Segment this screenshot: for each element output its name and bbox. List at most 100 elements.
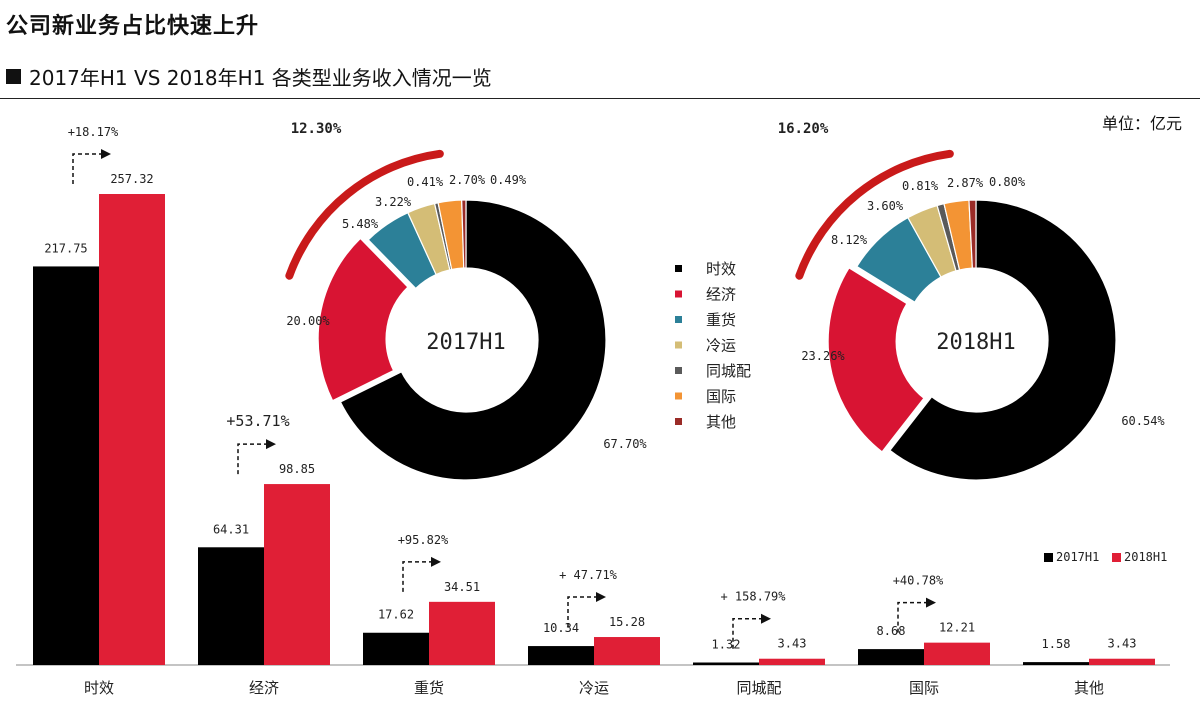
donut-value-label: 3.22% [375, 195, 412, 209]
data-label-2017h1: 8.68 [877, 624, 906, 638]
growth-arrow-line [402, 561, 431, 592]
bar-2017h1 [528, 646, 594, 665]
growth-label: +53.71% [226, 412, 289, 430]
donut-value-label: 0.41% [407, 175, 444, 189]
new-business-share-label: 12.30% [291, 121, 342, 137]
bar-2017h1 [693, 662, 759, 665]
bar-2018h1 [924, 642, 990, 665]
growth-arrow-line [732, 617, 761, 649]
donut-slice-2018h1 [889, 199, 1117, 481]
legend-label-2018h1: 2018H1 [1124, 550, 1167, 564]
growth-label: + 158.79% [720, 590, 786, 604]
legend-swatch [675, 367, 682, 374]
data-label-2017h1: 10.34 [543, 621, 579, 635]
bar-2018h1 [759, 658, 825, 665]
growth-arrow-line [897, 601, 926, 633]
new-business-arc [285, 149, 444, 280]
data-label-2018h1: 3.43 [1108, 637, 1137, 651]
donut-value-label: 20.00% [286, 314, 330, 328]
bar-2017h1 [858, 649, 924, 665]
bullet-square-icon [6, 69, 21, 84]
data-label-2017h1: 64.31 [213, 522, 249, 536]
donut-value-label: 5.48% [342, 217, 379, 231]
donut-value-label: 8.12% [831, 233, 868, 247]
growth-arrow-head [101, 149, 111, 159]
data-label-2018h1: 98.85 [279, 462, 315, 476]
unit-label: 单位：亿元 [1101, 114, 1182, 133]
growth-arrow-head [926, 597, 936, 608]
legend-swatch-2017h1 [1044, 553, 1053, 562]
legend-swatch [675, 290, 682, 298]
data-label-2018h1: 15.28 [609, 615, 645, 629]
donut-value-label: 0.49% [490, 173, 527, 187]
legend-label: 其他 [706, 413, 736, 431]
growth-arrow-line [567, 596, 596, 628]
bar-2018h1 [1089, 658, 1155, 665]
bar-2018h1 [429, 601, 495, 665]
legend-label: 冷运 [706, 337, 736, 355]
legend-label-2017h1: 2017H1 [1056, 550, 1099, 564]
bar-2017h1 [363, 632, 429, 665]
donut-slice-2018h1 [827, 267, 925, 453]
donut-value-label: 2.87% [947, 176, 984, 190]
bar-2017h1 [1023, 662, 1089, 665]
data-label-2017h1: 217.75 [44, 241, 87, 255]
x-tick-label: 国际 [909, 679, 939, 697]
growth-arrow-head [596, 592, 606, 603]
donut-value-label: 67.70% [603, 437, 647, 451]
bar-2017h1 [33, 266, 99, 665]
bar-2017h1 [198, 547, 264, 665]
x-tick-label: 经济 [249, 679, 279, 697]
growth-arrow-head [266, 439, 276, 450]
x-tick-label: 其他 [1074, 679, 1104, 697]
donut-center-label: 2018H1 [936, 330, 1015, 355]
legend-label: 时效 [706, 260, 736, 278]
bar-2018h1 [99, 194, 165, 665]
x-tick-label: 同城配 [736, 679, 781, 697]
data-label-2017h1: 17.62 [378, 608, 414, 622]
chart-subtitle-text: 2017年H1 VS 2018年H1 各类型业务收入情况一览 [29, 66, 492, 90]
new-business-share-label: 16.20% [778, 121, 829, 137]
legend-swatch [675, 316, 682, 323]
donut-slice-2017h1 [339, 199, 607, 481]
donut-slice-2018h1 [968, 199, 977, 269]
legend-label: 经济 [706, 286, 736, 304]
donut-value-label: 2.70% [449, 173, 486, 187]
legend-label: 重货 [706, 311, 736, 329]
donut-slice-2017h1 [317, 237, 409, 402]
donut-center-label: 2017H1 [426, 330, 505, 355]
donut-value-label: 23.26% [801, 349, 845, 363]
data-label-2017h1: 1.32 [712, 638, 741, 652]
bar-2018h1 [594, 637, 660, 665]
legend-swatch [675, 265, 682, 272]
growth-arrow-line [237, 443, 266, 475]
x-tick-label: 重货 [414, 679, 444, 697]
donut-value-label: 3.60% [867, 199, 904, 213]
growth-arrow-head [431, 556, 441, 567]
growth-arrow-head [761, 613, 771, 624]
growth-arrow-line [72, 153, 101, 184]
legend-swatch [675, 418, 682, 425]
data-label-2018h1: 257.32 [110, 172, 153, 186]
new-business-arc [795, 149, 954, 280]
chart-subtitle: 2017年H1 VS 2018年H1 各类型业务收入情况一览 [6, 62, 492, 91]
x-tick-label: 时效 [84, 679, 114, 697]
legend-label: 国际 [706, 388, 736, 406]
legend-swatch [675, 341, 682, 349]
data-label-2018h1: 3.43 [778, 637, 807, 651]
legend-swatch [675, 392, 682, 400]
x-tick-label: 冷运 [579, 679, 609, 697]
data-label-2018h1: 12.21 [939, 621, 975, 635]
growth-label: +40.78% [893, 574, 944, 588]
donut-value-label: 0.81% [902, 179, 939, 193]
page-title: 公司新业务占比快速上升 [6, 14, 260, 39]
data-label-2017h1: 1.58 [1042, 637, 1071, 651]
donut-value-label: 60.54% [1121, 414, 1165, 428]
legend-swatch-2018h1 [1112, 553, 1121, 562]
donut-value-label: 0.80% [989, 175, 1026, 189]
growth-label: +95.82% [398, 533, 449, 547]
donut-slice-2017h1 [461, 199, 467, 269]
divider-line [0, 98, 1200, 99]
growth-label: + 47.71% [559, 568, 618, 582]
